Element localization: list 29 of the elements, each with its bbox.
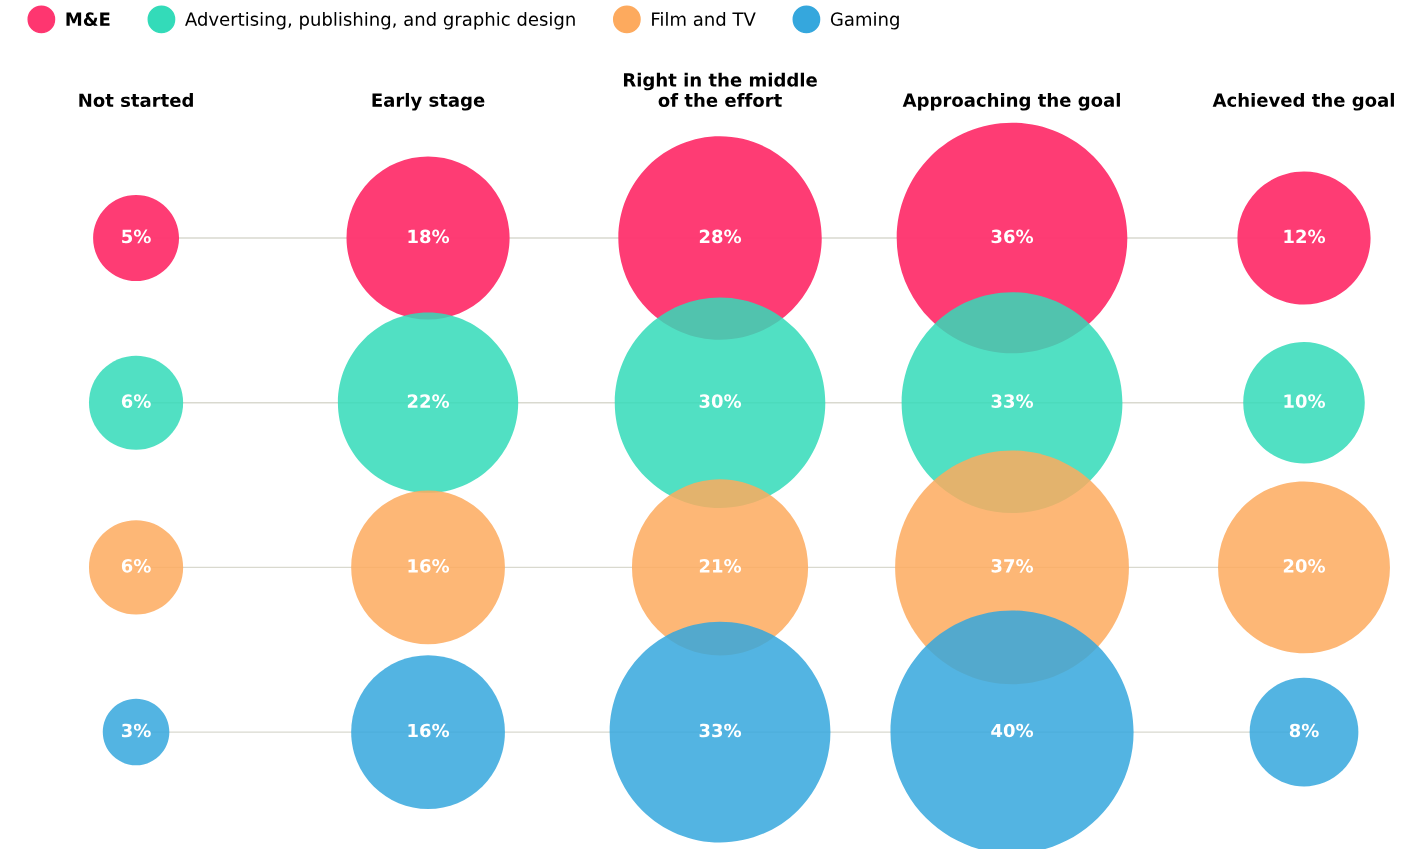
category-label: Early stage <box>372 92 485 111</box>
data-label: 40% <box>991 723 1034 738</box>
legend-label: Film and TV <box>652 12 756 26</box>
data-label: 16% <box>408 723 450 738</box>
data-label: 18% <box>408 229 450 244</box>
legend-label: Gaming <box>830 12 899 30</box>
data-label: 28% <box>699 229 742 244</box>
data-label: 6% <box>121 558 151 573</box>
category-label: Right in the middle of the effort <box>623 72 817 108</box>
category-label: Achieved the goal <box>1212 92 1394 111</box>
data-label: 33% <box>991 394 1034 408</box>
data-label: 10% <box>1284 394 1326 408</box>
data-label: 30% <box>699 394 742 408</box>
data-label: 16% <box>408 558 450 573</box>
data-label: 8% <box>1289 723 1319 738</box>
data-label: 33% <box>699 723 742 738</box>
category-label: Approaching the goal <box>902 92 1120 111</box>
data-label: 12% <box>1284 229 1326 244</box>
data-label: 36% <box>991 229 1034 244</box>
legend-label: M&E <box>66 12 110 26</box>
legend-label: Advertising, publishing, and graphic design <box>185 12 575 30</box>
data-label: 21% <box>699 558 742 573</box>
data-label: 6% <box>121 394 151 408</box>
category-label: Not started <box>79 93 193 108</box>
data-label: 22% <box>407 394 450 408</box>
data-label: 20% <box>1283 558 1326 573</box>
data-label: 37% <box>991 558 1034 573</box>
data-label: 3% <box>121 723 151 738</box>
data-label: 5% <box>122 229 151 244</box>
